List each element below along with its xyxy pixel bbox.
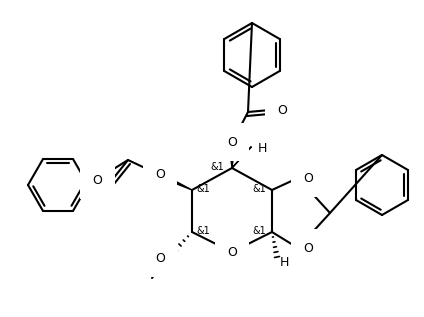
Text: H: H [258,141,268,154]
Text: O: O [303,242,313,255]
Polygon shape [159,172,192,190]
Polygon shape [232,147,251,168]
Text: H: H [280,256,289,269]
Text: O: O [303,171,313,184]
Text: O: O [227,135,237,148]
Text: &1: &1 [196,184,210,194]
Text: O: O [277,103,287,117]
Text: O: O [92,173,102,186]
Text: O: O [155,251,165,264]
Text: &1: &1 [196,226,210,236]
Text: &1: &1 [252,184,266,194]
Polygon shape [229,143,235,168]
Text: &1: &1 [210,162,224,172]
Text: &1: &1 [252,226,266,236]
Text: O: O [155,169,165,182]
Text: O: O [227,245,237,258]
